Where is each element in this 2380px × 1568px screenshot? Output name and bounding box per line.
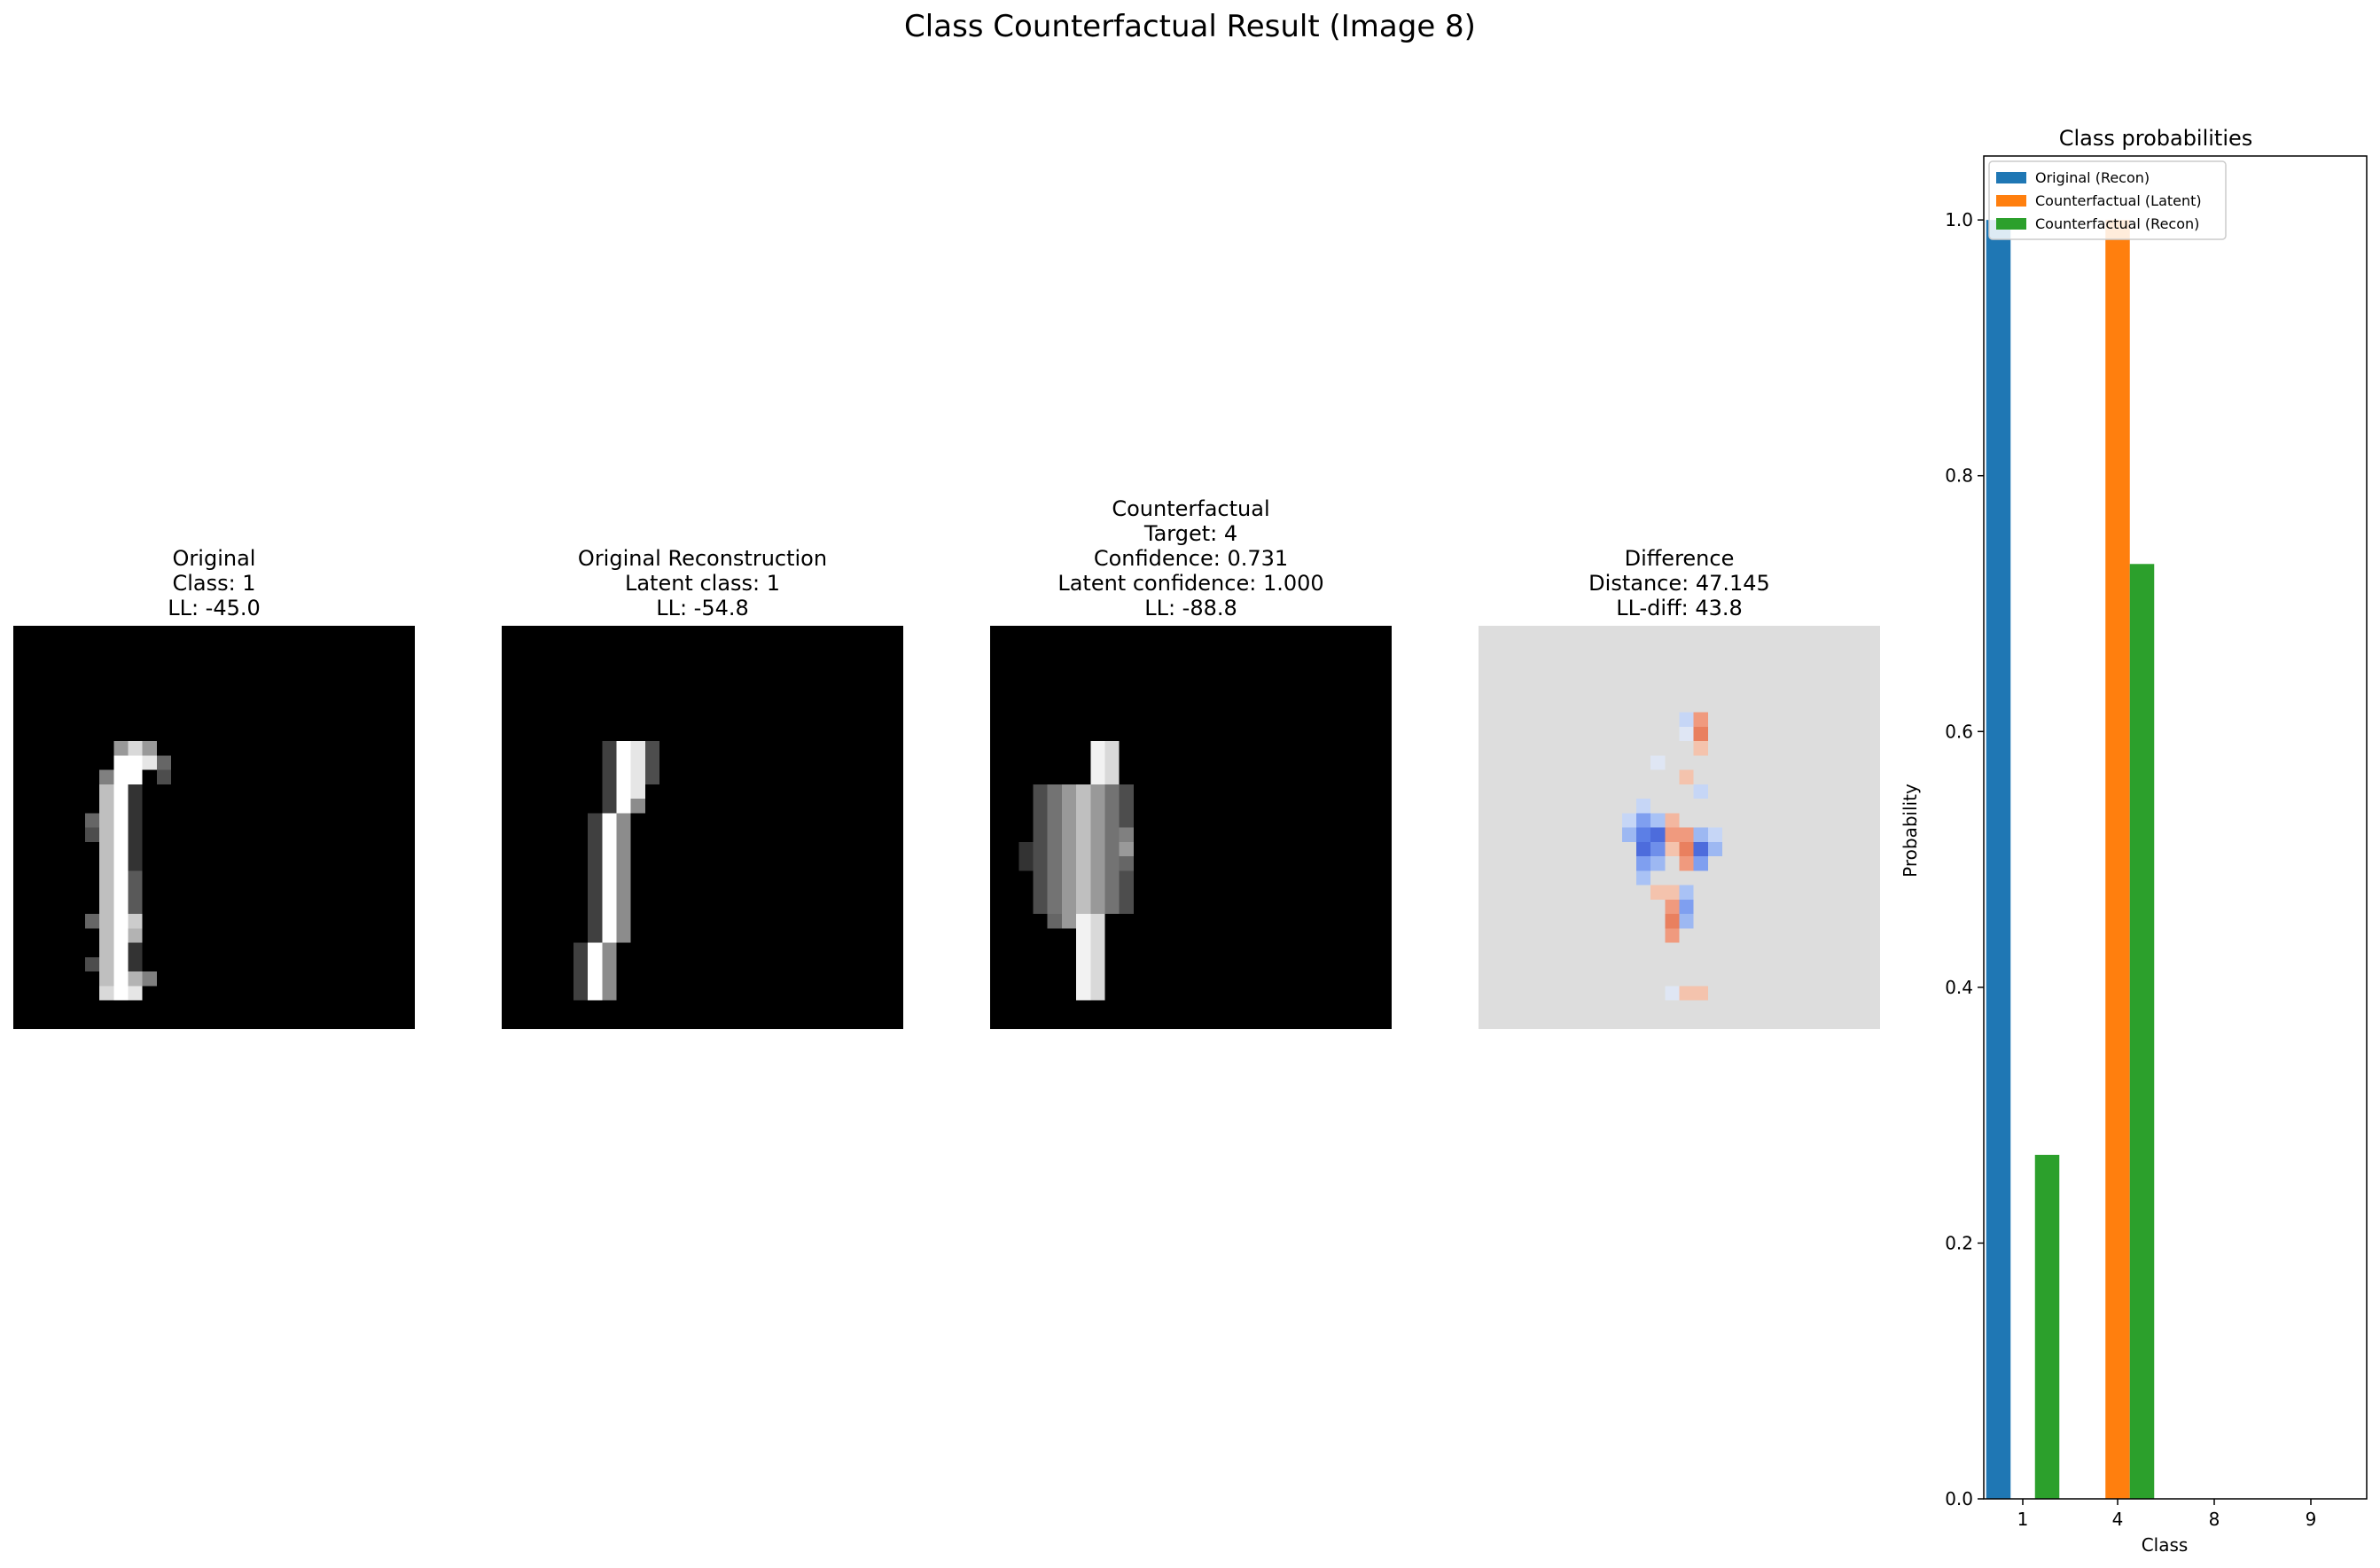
plot-frame bbox=[1983, 155, 2368, 1500]
figure-title: Class Counterfactual Result (Image 8) bbox=[904, 9, 1476, 44]
chart-title: Class probabilities bbox=[2059, 126, 2253, 151]
legend-swatch bbox=[1996, 172, 2026, 183]
reconstruction-title: Original Reconstruction Latent class: 1 LL… bbox=[577, 546, 828, 620]
difference-image bbox=[1479, 626, 1880, 1029]
legend-swatch bbox=[1996, 195, 2026, 207]
difference-title: Difference Distance: 47.145 LL-diff: 43.8 bbox=[1588, 546, 1770, 620]
y-tick-label: 0.6 bbox=[1945, 721, 1973, 742]
chart-legend: Original (Recon) Counterfactual (Latent) C… bbox=[1988, 160, 2227, 240]
x-tick-label: 4 bbox=[2112, 1509, 2124, 1530]
y-tick-label: 0.2 bbox=[1945, 1232, 1973, 1253]
y-axis-label: Probability bbox=[1900, 784, 1921, 878]
bar-0-0 bbox=[1986, 220, 2011, 1500]
legend-entry: Counterfactual (Recon) bbox=[2035, 215, 2199, 232]
original-title: Original Class: 1 LL: -45.0 bbox=[168, 546, 261, 620]
x-tick-label: 1 bbox=[2017, 1509, 2029, 1530]
legend-entry: Original (Recon) bbox=[2035, 169, 2150, 186]
original-image bbox=[13, 626, 415, 1029]
y-tick-label: 0.8 bbox=[1945, 465, 1973, 487]
y-tick-label: 0.4 bbox=[1945, 977, 1973, 998]
y-tick-label: 0.0 bbox=[1945, 1488, 1973, 1509]
counterfactual-image bbox=[990, 626, 1392, 1029]
bar-2-0 bbox=[2034, 1154, 2060, 1499]
x-axis-label: Class bbox=[2142, 1534, 2189, 1556]
counterfactual-title: Counterfactual Target: 4 Confidence: 0.731… bbox=[1057, 496, 1324, 620]
legend-entry: Counterfactual (Latent) bbox=[2035, 192, 2202, 209]
x-tick-label: 9 bbox=[2306, 1509, 2317, 1530]
bar-2-1 bbox=[2129, 564, 2155, 1499]
bar-1-1 bbox=[2105, 220, 2130, 1500]
reconstruction-image bbox=[502, 626, 903, 1029]
x-tick-label: 8 bbox=[2209, 1509, 2220, 1530]
y-tick-label: 1.0 bbox=[1945, 209, 1973, 230]
legend-swatch bbox=[1996, 218, 2026, 230]
